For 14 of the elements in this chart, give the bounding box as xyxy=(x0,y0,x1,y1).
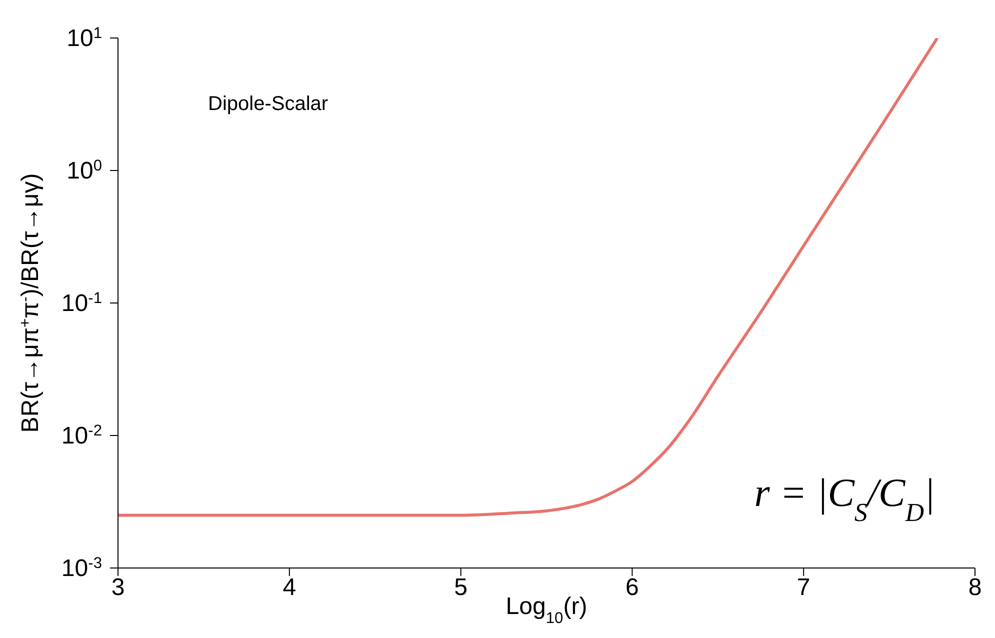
x-axis-title: Log$_{10}$(r) xyxy=(506,593,588,626)
x-tick-label: 7 xyxy=(796,574,810,602)
y-tick-label: 10$^{0}$ xyxy=(66,157,102,184)
y-tick-label: 10$^{1}$ xyxy=(66,24,102,52)
x-tick-label: 8 xyxy=(968,574,982,602)
annotation: Dipole-Scalar xyxy=(208,93,328,115)
annotation: r = |C$_{S}$/C$_{D}$| xyxy=(754,470,935,526)
y-tick-label: 10$^{-1}$ xyxy=(61,290,102,317)
x-tick-label: 4 xyxy=(282,574,296,602)
x-tick-label: 3 xyxy=(111,574,125,602)
x-tick-label: 5 xyxy=(454,574,468,602)
y-tick-label: 10$^{-2}$ xyxy=(61,422,102,450)
y-tick-label: 10$^{-3}$ xyxy=(61,554,102,582)
x-tick-label: 6 xyxy=(626,574,639,602)
